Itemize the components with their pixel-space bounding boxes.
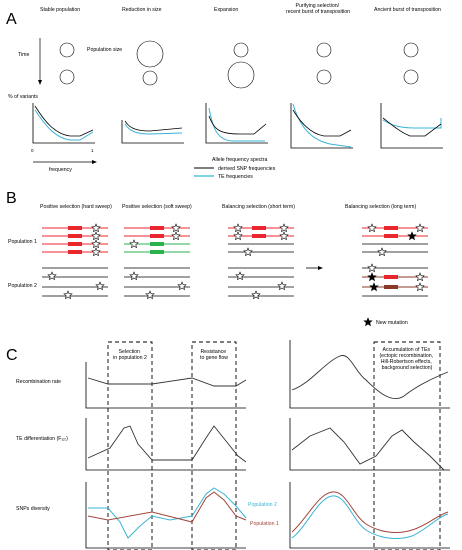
panel-c-letter: C [6,347,18,364]
spectrum-plot-2 [121,120,184,144]
scenario-title-5: Ancient burst of transposition [374,7,441,13]
balancing-long-diagram [362,223,428,326]
c-right-axes [289,340,450,549]
box-resistance-label: Resistance to gene flow [200,349,228,361]
pop-circle [59,42,75,58]
b-title-2: Positive selection (soft sweep) [122,204,192,210]
c-left-pop1-line [87,491,247,523]
new-mutation-label: New mutation [376,320,408,326]
box-selection [107,341,153,550]
tick-0: 0 [31,148,34,153]
b-title-4: Balancing selection (long term) [345,204,416,210]
te-diff-label: TE differentiation (FST) [16,436,68,442]
recombination-label: Recombination rate [16,379,61,385]
spectra-title: Allele frequency spectra [212,157,267,163]
c-right-recomb-line [291,355,449,400]
population-size-label: Population size [87,47,122,53]
legend-snp: derived SNP frequencies [218,166,276,172]
c-left-recomb-line [87,377,247,387]
pop1-label: Population 1 [250,521,279,527]
box-accumulation [373,341,441,550]
population2-label: Population 2 [8,283,37,289]
pop-circle [316,42,332,58]
scenario-title-3: Expansion [214,7,238,13]
pop-circle [142,70,158,86]
frequency-arrow-head [92,160,97,164]
pop-circle [227,61,255,89]
scenario-title-4: Purifying selection/ recent burst of tra… [286,3,350,15]
spectrum-plot-3 [205,103,268,144]
b-arrow-head [318,266,323,270]
legend-te: TE frequencies [218,174,253,180]
pop-circle [403,69,419,85]
c-left-axes [85,362,246,549]
soft-sweep-diagram [124,223,190,299]
c-right-pop2-line [291,495,449,539]
pop-circle [233,42,249,58]
pop2-label: Population 2 [248,502,277,508]
pop-circle [316,69,332,85]
time-arrow-head [38,80,42,85]
population1-label: Population 1 [8,239,37,245]
snps-label: SNPs diversity [16,506,50,512]
scenario-title-1: Stable population [40,7,80,13]
box-resistance [191,341,237,550]
c-right-pop1-line [291,491,449,533]
pop-circle [403,42,419,58]
pop-circle [136,40,164,68]
box-accumulation-label: Accumulation of TEs (ectopic recombinati… [379,347,434,371]
panel-b-letter: B [6,190,17,207]
panel-a-letter: A [6,11,17,28]
balancing-short-diagram [228,223,294,299]
c-left-te-line [87,425,247,463]
b-title-1: Positive selection (hard sweep) [40,204,112,210]
frequency-label: frequency [49,167,72,173]
hard-sweep-diagram [42,223,108,299]
spectrum-plot-4 [290,103,353,149]
pop-circle [59,69,75,85]
b-title-3: Balancing selection (short term) [222,204,295,210]
scenario-title-2: Reduction in size [122,7,162,13]
spectrum-plot-5 [380,103,443,149]
spectrum-plot-1 [32,103,95,144]
time-label: Time [18,52,29,58]
tick-1: 1 [91,148,94,153]
c-left-pop2-line [88,487,247,539]
box-selection-label: Selection in population 2 [113,349,147,361]
variants-label: % of variants [8,94,38,100]
c-right-te-line [291,427,445,471]
